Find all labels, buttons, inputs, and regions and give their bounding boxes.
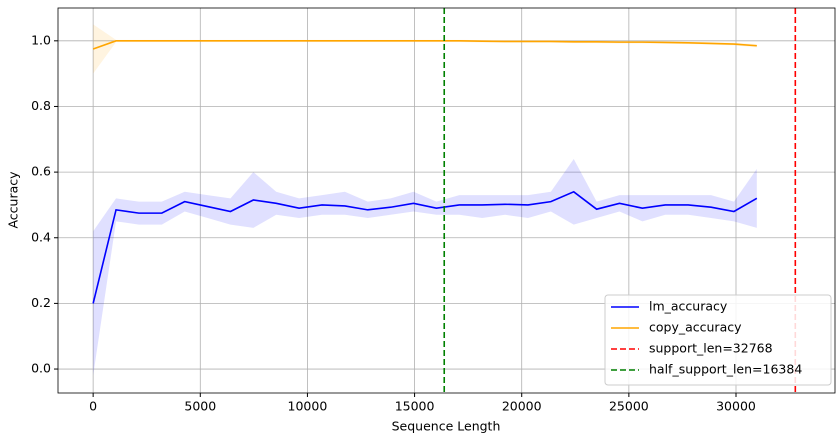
x-tick-label: 5000 xyxy=(184,399,216,414)
line xyxy=(92,40,757,50)
y-tick-label: 0.0 xyxy=(31,361,51,376)
y-tick-label: 0.2 xyxy=(31,295,51,310)
x-axis-label: Sequence Length xyxy=(392,419,501,434)
line xyxy=(92,190,758,304)
x-tick-label: 0 xyxy=(89,399,97,414)
y-axis-label: Accuracy xyxy=(6,171,21,229)
x-tick-label: 15000 xyxy=(395,399,435,414)
confidence-band xyxy=(93,158,757,376)
y-tick-label: 0.6 xyxy=(31,164,51,179)
x-tick-label: 10000 xyxy=(288,399,328,414)
plot-frame xyxy=(57,7,836,394)
legend-label: half_support_len=16384 xyxy=(649,362,802,377)
legend-box xyxy=(604,294,832,386)
x-tick-label: 30000 xyxy=(716,399,756,414)
x-tick-label: 20000 xyxy=(502,399,542,414)
y-tick-label: 0.8 xyxy=(31,98,51,113)
legend-label: copy_accuracy xyxy=(649,320,742,335)
legend-label: lm_accuracy xyxy=(649,299,728,314)
y-tick-label: 1.0 xyxy=(31,32,51,47)
legend-label: support_len=32768 xyxy=(649,341,773,356)
x-tick-label: 25000 xyxy=(609,399,649,414)
y-tick-label: 0.4 xyxy=(31,229,51,244)
confidence-band xyxy=(93,24,757,74)
